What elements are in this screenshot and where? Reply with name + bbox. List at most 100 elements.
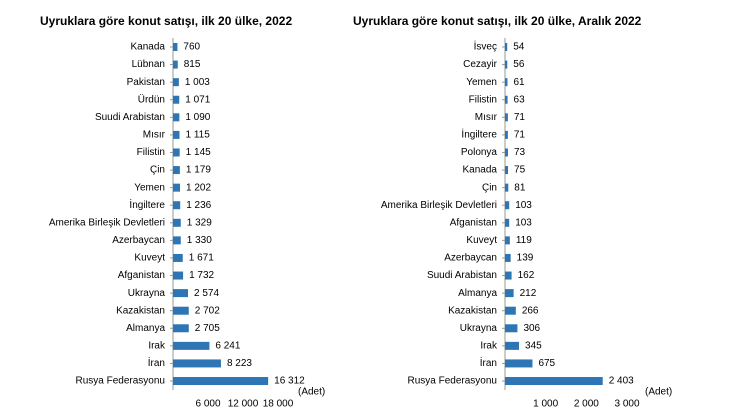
chart-title: Uyruklara göre konut satışı, ilk 20 ülke…: [40, 14, 292, 28]
chart-title: Uyruklara göre konut satışı, ilk 20 ülke…: [353, 14, 642, 28]
bar: [173, 43, 178, 51]
value-label: 2 702: [195, 305, 220, 316]
value-label: 345: [525, 341, 542, 352]
category-label: Afganistan: [450, 217, 497, 228]
category-label: İran: [148, 356, 165, 369]
category-label: Almanya: [458, 288, 497, 299]
bar: [173, 377, 269, 386]
category-label: Ürdün: [138, 93, 165, 105]
value-label: 56: [513, 59, 525, 70]
value-label: 1 115: [186, 130, 211, 141]
category-label: Kuveyt: [466, 235, 497, 246]
bar: [505, 95, 508, 104]
bar: [505, 324, 518, 333]
value-label: 1 202: [186, 182, 211, 193]
bar: [173, 289, 189, 298]
category-label: Kuveyt: [134, 253, 165, 264]
bar: [173, 359, 221, 368]
category-label: İsveç: [474, 40, 497, 53]
bar: [173, 253, 183, 262]
category-label: İngiltere: [461, 128, 497, 141]
category-label: Irak: [480, 341, 498, 352]
value-label: 1 732: [189, 270, 214, 281]
bar: [173, 130, 180, 139]
category-label: Filistin: [469, 94, 497, 105]
value-label: 2 705: [195, 323, 220, 334]
value-label: 2 574: [194, 288, 219, 299]
bar: [505, 271, 512, 280]
category-label: Lübnan: [132, 59, 165, 70]
value-label: 1 090: [185, 112, 210, 123]
value-label: 815: [184, 59, 201, 70]
bar: [505, 218, 510, 227]
category-label: Mısır: [143, 130, 166, 141]
bar: [505, 341, 520, 350]
value-label: 1 003: [185, 77, 210, 88]
x-tick-label: 1 000: [533, 399, 558, 410]
value-label: 1 179: [186, 165, 211, 176]
bar: [505, 113, 508, 122]
bar: [173, 341, 210, 350]
bar: [173, 236, 181, 245]
category-label: Ukrayna: [460, 323, 498, 334]
bar: [505, 43, 508, 51]
bar: [173, 60, 178, 69]
category-label: Amerika Birleşik Devletleri: [381, 200, 497, 211]
bar: [505, 289, 514, 298]
category-label: Çin: [150, 165, 165, 176]
value-label: 119: [516, 235, 532, 246]
value-label: 54: [513, 42, 525, 53]
value-label: 103: [515, 200, 532, 211]
bar: [505, 60, 508, 69]
bar: [505, 183, 509, 192]
bar: [505, 148, 508, 157]
unit-label: (Adet): [645, 387, 672, 398]
value-label: 2 403: [609, 376, 634, 387]
category-label: Kazakistan: [448, 305, 497, 316]
x-tick-label: 12 000: [228, 399, 259, 410]
category-label: Pakistan: [127, 77, 165, 88]
value-label: 103: [515, 217, 532, 228]
value-label: 75: [514, 165, 526, 176]
value-label: 16 312: [274, 376, 305, 387]
x-tick-label: 2 000: [574, 399, 599, 410]
value-label: 1 671: [189, 253, 214, 264]
x-tick-label: 3 000: [614, 399, 639, 410]
x-tick-label: 18 000: [263, 399, 294, 410]
bar: [505, 306, 516, 315]
category-label: Kanada: [463, 165, 498, 176]
value-label: 139: [517, 253, 534, 264]
value-label: 1 236: [186, 200, 211, 211]
value-label: 1 330: [187, 235, 212, 246]
category-label: İngiltere: [129, 198, 165, 211]
value-label: 162: [518, 270, 535, 281]
bar: [505, 236, 510, 245]
bar: [505, 130, 508, 139]
category-label: Amerika Birleşik Devletleri: [49, 217, 165, 228]
bar: [173, 218, 181, 227]
x-tick-label: 6 000: [195, 399, 220, 410]
value-label: 8 223: [227, 358, 252, 369]
category-label: Filistin: [137, 147, 165, 158]
bar: [173, 324, 189, 333]
value-label: 71: [514, 130, 526, 141]
category-label: Çin: [482, 182, 497, 193]
category-label: Suudi Arabistan: [427, 270, 497, 281]
value-label: 71: [514, 112, 526, 123]
category-label: Rusya Federasyonu: [408, 376, 498, 387]
category-label: Kanada: [131, 42, 166, 53]
bar: [173, 271, 184, 280]
category-label: Cezayir: [463, 59, 498, 70]
bar: [505, 78, 508, 87]
bar: [505, 377, 603, 386]
bar: [173, 113, 180, 122]
value-label: 61: [513, 77, 525, 88]
category-label: Azerbaycan: [444, 253, 497, 264]
bar: [173, 166, 180, 175]
category-label: Afganistan: [118, 270, 165, 281]
value-label: 760: [183, 42, 200, 53]
value-label: 1 329: [187, 217, 212, 228]
category-label: Irak: [148, 341, 166, 352]
category-label: Azerbaycan: [112, 235, 165, 246]
